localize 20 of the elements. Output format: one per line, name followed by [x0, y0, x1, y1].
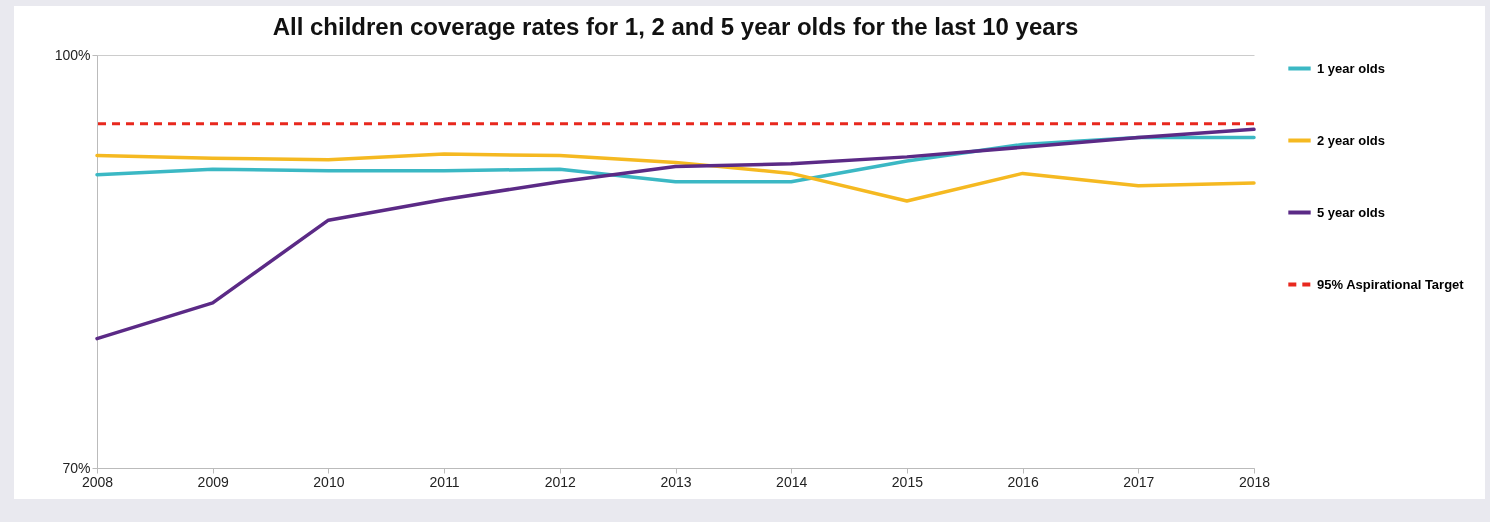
legend-label: 95% Aspirational Target	[1317, 276, 1465, 292]
x-tick-label: 2014	[776, 473, 808, 490]
y-tick-label: 70%	[62, 459, 91, 476]
chart-title: All children coverage rates for 1, 2 and 5 year olds for the last 10 years	[272, 13, 1079, 40]
x-tick-label: 2018	[1238, 473, 1271, 490]
x-tick-label: 2010	[313, 473, 345, 490]
legend-label: 2 year olds	[1317, 132, 1385, 148]
x-tick-label: 2011	[429, 473, 460, 490]
y-tick-label: 100%	[54, 46, 91, 63]
legend-label: 1 year olds	[1317, 60, 1385, 76]
legend-label: 5 year olds	[1317, 204, 1385, 220]
x-tick-label: 2017	[1123, 473, 1155, 490]
x-tick-label: 2016	[1007, 473, 1039, 490]
line-series	[95, 127, 1256, 341]
x-tick-label: 2015	[891, 473, 924, 490]
x-tick-label: 2009	[197, 473, 229, 490]
x-tick-label: 2012	[544, 473, 577, 490]
x-tick-label: 2008	[81, 473, 114, 490]
x-tick-label: 2013	[660, 473, 692, 490]
line-series	[95, 152, 1256, 203]
